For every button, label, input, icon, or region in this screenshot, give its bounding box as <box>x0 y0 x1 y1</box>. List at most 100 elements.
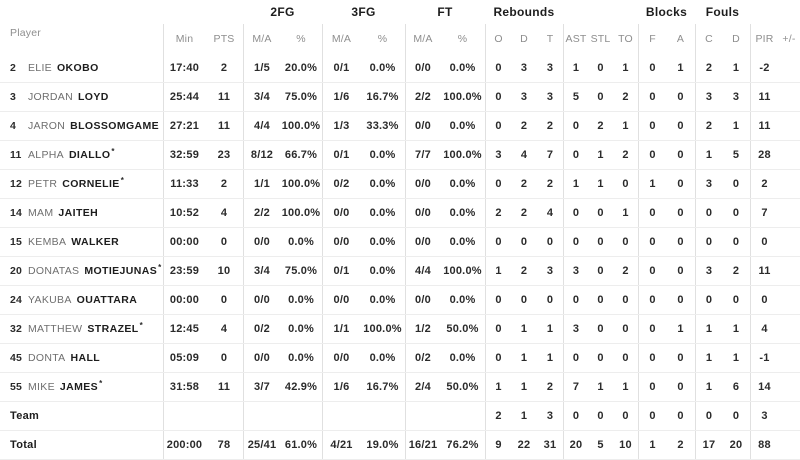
stat-2fg-ma: 2/2 <box>243 199 280 227</box>
stat-3fg-ma: 0/0 <box>322 199 360 227</box>
stat-3fg-ma: 0/0 <box>322 228 360 256</box>
stat-pts: 10 <box>217 265 231 277</box>
stat-reb-t: 2 <box>546 178 554 190</box>
group-header-3fg: 3FG <box>351 5 376 19</box>
stat-2fg-ma: 8/12 <box>243 141 280 169</box>
stat-blk-f: 0 <box>638 141 666 169</box>
stat-reb-t: 2 <box>546 381 554 393</box>
stat-blk-a: 0 <box>677 149 684 161</box>
stat-pir: 11 <box>750 112 778 140</box>
stat-reb-d: 1 <box>520 410 528 422</box>
stat-ft-pct: 100.0% <box>443 265 482 277</box>
player-row: 2 ELIE OKOBO 17:40 2 1/5 20.0% 0/1 0.0% 0/0 0.0% 0 3… <box>0 54 800 83</box>
stat-ft-pct <box>440 402 485 430</box>
stat-to: 0 <box>622 178 629 190</box>
player-row: 24 YAKUBA OUATTARA 00:00 0 0/0 0.0% 0/0 0.0% 0/0 0… <box>0 286 800 315</box>
stat-blk-a: 0 <box>677 410 684 422</box>
stat-to: 1 <box>622 62 629 74</box>
stat-blk-a: 0 <box>677 294 684 306</box>
stat-pir: 0 <box>750 228 778 256</box>
player-last-name: MOTIEJUNAS <box>84 265 158 277</box>
stat-pts: 23 <box>217 149 231 161</box>
stat-ft-ma: 4/4 <box>405 257 440 285</box>
stat-2fg-pct: 66.7% <box>284 149 318 161</box>
starter-asterisk: * <box>120 175 125 185</box>
col-header-stl: STL <box>590 33 611 45</box>
stat-stl: 0 <box>597 236 604 248</box>
stat-plus-minus <box>778 431 800 459</box>
player-row: 12 PETR CORNELIE * 11:33 2 1/1 100.0% 0/2 0.0% 0/0… <box>0 170 800 199</box>
player-first-name: KEMBA <box>28 236 67 248</box>
stat-ast: 0 <box>563 228 588 256</box>
col-header-2fg-ma: M/A <box>243 24 280 54</box>
stat-reb-t: 2 <box>546 120 554 132</box>
stat-3fg-pct: 0.0% <box>369 207 396 219</box>
stat-plus-minus <box>778 344 800 372</box>
stat-blk-f: 0 <box>638 373 666 401</box>
stat-to: 2 <box>622 91 629 103</box>
stat-ft-ma: 1/2 <box>405 315 440 343</box>
stat-foul-d: 0 <box>732 294 740 306</box>
stat-3fg-ma: 1/3 <box>322 112 360 140</box>
player-name-cell: 3 JORDAN LOYD <box>0 83 163 111</box>
stat-pts: 11 <box>217 381 231 393</box>
stat-ast: 3 <box>563 315 588 343</box>
col-header-reb-d: D <box>520 33 528 45</box>
stat-2fg-ma: 4/4 <box>243 112 280 140</box>
player-first-name: DONATAS <box>28 265 80 277</box>
col-header-pts: PTS <box>213 33 235 45</box>
stat-blk-f: 0 <box>638 112 666 140</box>
jersey-number: 45 <box>10 352 23 364</box>
stat-ft-ma: 0/0 <box>405 170 440 198</box>
jersey-number: 11 <box>10 149 22 161</box>
player-name-cell: 45 DONTA HALL <box>0 344 163 372</box>
stat-stl: 5 <box>597 439 604 451</box>
stat-2fg-pct: 75.0% <box>284 91 318 103</box>
stat-pir: 11 <box>750 257 778 285</box>
stat-foul-c: 2 <box>695 54 722 82</box>
stat-2fg-ma: 3/7 <box>243 373 280 401</box>
stat-ft-ma: 0/0 <box>405 228 440 256</box>
group-header-row: 2FG 3FG FT Rebounds Blocks Fouls <box>0 0 800 24</box>
jersey-number: 4 <box>10 120 17 132</box>
stat-2fg-pct: 20.0% <box>284 62 318 74</box>
col-header-3fg-pct: % <box>377 33 388 45</box>
stat-foul-d: 0 <box>732 410 740 422</box>
stat-reb-d: 3 <box>520 91 528 103</box>
stat-stl: 0 <box>597 410 604 422</box>
stat-pts <box>205 402 243 430</box>
stat-reb-t: 1 <box>546 352 554 364</box>
stat-2fg-pct: 100.0% <box>281 207 321 219</box>
stat-blk-a: 0 <box>677 178 684 190</box>
player-name-cell: 24 YAKUBA OUATTARA <box>0 286 163 314</box>
jersey-number: 12 <box>10 178 23 190</box>
stat-2fg-ma: 1/1 <box>243 170 280 198</box>
stat-foul-c: 0 <box>695 402 722 430</box>
jersey-number: 55 <box>10 381 23 393</box>
col-header-2fg-pct: % <box>296 33 306 45</box>
player-first-name: DONTA <box>28 352 66 364</box>
stat-reb-o: 0 <box>485 315 511 343</box>
stat-reb-o: 2 <box>485 402 511 430</box>
stat-min: 10:52 <box>163 199 205 227</box>
stat-blk-f: 1 <box>638 170 666 198</box>
stat-to: 1 <box>622 207 629 219</box>
stat-ast: 1 <box>563 54 588 82</box>
stat-ast: 0 <box>563 112 588 140</box>
stat-reb-t: 1 <box>546 323 554 335</box>
stat-3fg-pct: 100.0% <box>363 323 402 335</box>
stat-to: 10 <box>619 439 632 451</box>
stat-3fg-pct: 0.0% <box>369 178 396 190</box>
stat-ft-ma: 2/2 <box>405 83 440 111</box>
stat-reb-t: 4 <box>546 207 554 219</box>
player-first-name: ALPHA <box>28 149 64 161</box>
stat-plus-minus <box>778 373 800 401</box>
stat-to: 0 <box>622 323 629 335</box>
stat-foul-d: 3 <box>732 91 740 103</box>
stat-foul-d: 0 <box>732 236 740 248</box>
stat-reb-d: 0 <box>520 294 528 306</box>
col-header-plus-minus: +/- <box>782 33 796 45</box>
stat-blk-a: 0 <box>677 207 684 219</box>
stat-plus-minus <box>778 257 800 285</box>
group-header-ft: FT <box>437 5 453 19</box>
